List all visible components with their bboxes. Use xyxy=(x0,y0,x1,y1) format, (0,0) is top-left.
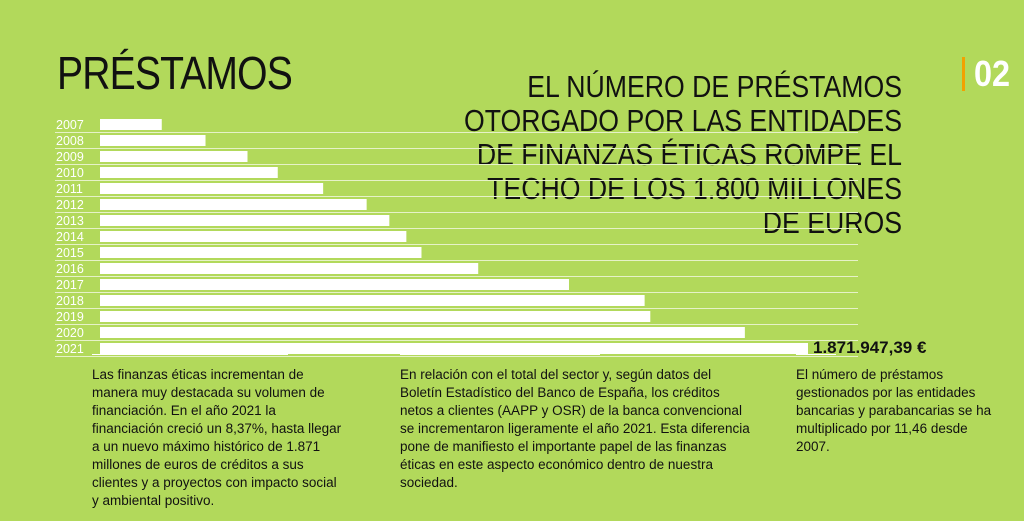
bar-2014 xyxy=(100,231,407,242)
text-column-2: En relación con el total del sector y, s… xyxy=(400,367,750,490)
bar-2007 xyxy=(100,119,162,130)
data-label-2021: 1.871.947,39 € xyxy=(813,338,927,357)
tick-label-2014: 2014 xyxy=(56,230,84,244)
bar-2018 xyxy=(100,295,645,306)
tick-label-2008: 2008 xyxy=(56,134,84,148)
headline: EL NÚMERO DE PRÉSTAMOS OTORGADO POR LAS … xyxy=(463,69,902,240)
tick-label-2010: 2010 xyxy=(56,166,84,180)
tick-label-2012: 2012 xyxy=(56,198,84,212)
tick-label-2019: 2019 xyxy=(56,310,84,324)
separator-line xyxy=(400,354,600,355)
bar-2019 xyxy=(100,311,651,322)
tick-label-2016: 2016 xyxy=(56,262,84,276)
separator-line xyxy=(796,354,836,355)
page-title: PRÉSTAMOS xyxy=(57,47,293,99)
tick-label-2013: 2013 xyxy=(56,214,84,228)
tick-label-2015: 2015 xyxy=(56,246,84,260)
tick-label-2017: 2017 xyxy=(56,278,84,292)
badge-accent-bar xyxy=(962,57,965,91)
bar-2017 xyxy=(100,279,569,290)
page-number-badge: 02 xyxy=(962,53,1014,94)
bar-2012 xyxy=(100,199,367,210)
bar-2015 xyxy=(100,247,422,258)
bar-2009 xyxy=(100,151,248,162)
bar-2021 xyxy=(100,343,808,354)
tick-label-2011: 2011 xyxy=(56,182,83,196)
tick-label-2021: 2021 xyxy=(56,342,84,356)
tick-label-2009: 2009 xyxy=(56,150,84,164)
text-column-1: Las finanzas éticas incrementan de maner… xyxy=(92,367,342,508)
tick-label-2020: 2020 xyxy=(56,326,84,340)
page-number: 02 xyxy=(974,53,1011,94)
bar-2020 xyxy=(100,327,745,338)
separator-line xyxy=(92,354,288,355)
bar-2010 xyxy=(100,167,278,178)
tick-label-2018: 2018 xyxy=(56,294,84,308)
bar-2011 xyxy=(100,183,324,194)
text-column-3: El número de préstamos gestionados por l… xyxy=(796,367,992,454)
bar-2016 xyxy=(100,263,479,274)
bar-2008 xyxy=(100,135,206,146)
tick-label-2007: 2007 xyxy=(56,118,84,132)
bar-2013 xyxy=(100,215,390,226)
